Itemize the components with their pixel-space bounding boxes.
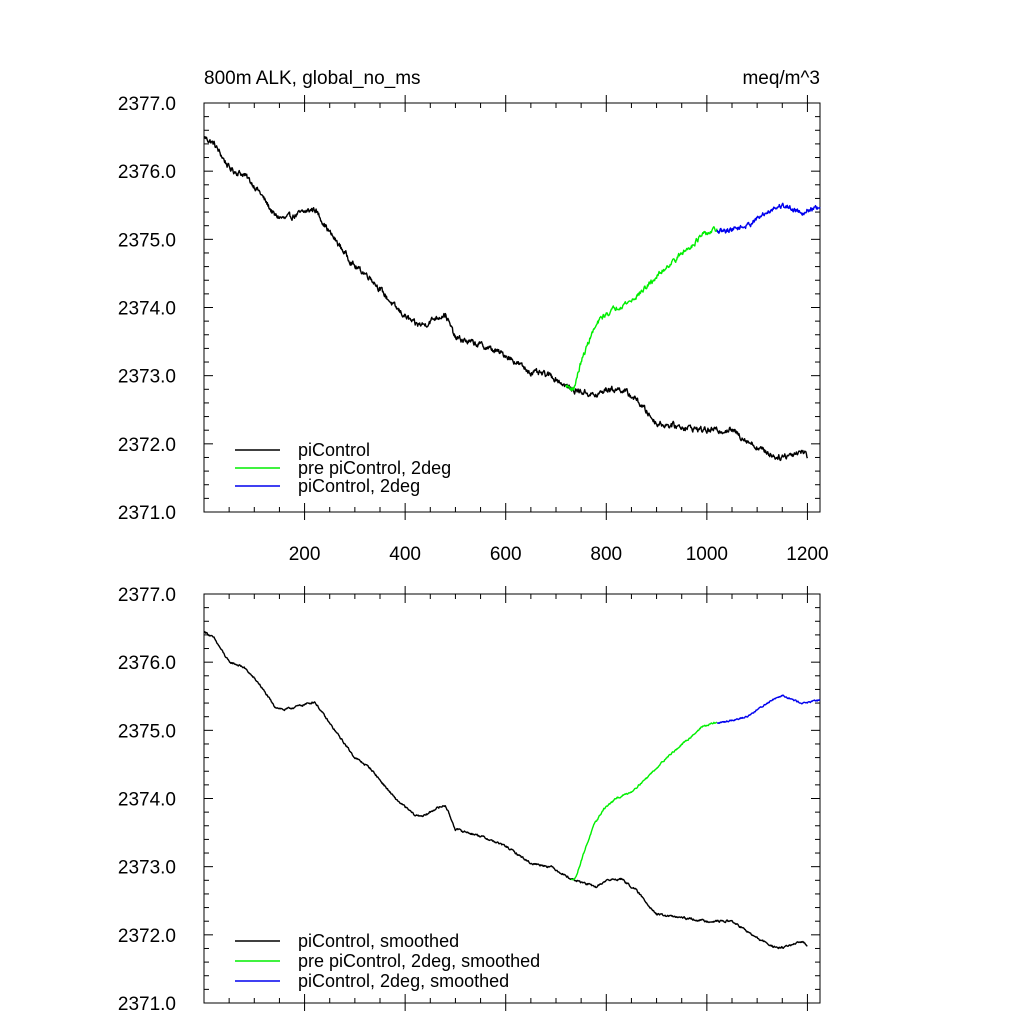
series-line-pre-picontrol-2deg <box>565 226 718 392</box>
legend-label: pre piControl, 2deg, smoothed <box>298 951 540 971</box>
x-tick-label: 600 <box>490 544 522 565</box>
y-tick-label: 2372.0 <box>118 926 176 947</box>
legend-label: piControl, 2deg <box>298 476 420 496</box>
y-tick-label: 2372.0 <box>118 435 176 456</box>
legend-label: piControl, 2deg, smoothed <box>298 971 509 991</box>
y-tick-label: 2371.0 <box>118 994 176 1015</box>
bottom-panel: 2371.0 2372.0 2373.0 2374.0 2375.0 2376.0 2377… <box>118 585 821 1015</box>
y-tick-label: 2376.0 <box>118 653 176 674</box>
series-line-picontrol-smoothed <box>203 630 808 950</box>
series-line-pre-picontrol-2deg-smoothed <box>570 721 718 881</box>
y-tick-label: 2373.0 <box>118 858 176 879</box>
x-tick-label: 200 <box>289 544 321 565</box>
y-tick-label: 2371.0 <box>118 503 176 524</box>
legend-label: piControl, smoothed <box>298 931 459 951</box>
x-tick-label: 1200 <box>786 544 828 565</box>
chart-title-right: meq/m^3 <box>742 68 820 89</box>
y-tick-label: 2377.0 <box>118 585 176 606</box>
series-line-picontrol-2deg-smoothed <box>716 694 821 724</box>
chart-title-left: 800m ALK, global_no_ms <box>204 68 421 89</box>
legend-label: pre piControl, 2deg <box>298 458 451 478</box>
series-line-picontrol <box>203 135 809 462</box>
y-tick-label: 2375.0 <box>118 721 176 742</box>
top-panel: 2371.0 2372.0 2373.0 2374.0 2375.0 2376.0 2377… <box>118 68 829 565</box>
y-tick-label: 2374.0 <box>118 299 176 320</box>
y-tick-label: 2375.0 <box>118 230 176 251</box>
y-tick-label: 2377.0 <box>118 94 176 115</box>
y-tick-label: 2374.0 <box>118 790 176 811</box>
plot-frame <box>203 593 821 1004</box>
legend-label: piControl <box>298 440 370 460</box>
x-tick-label: 800 <box>590 544 622 565</box>
x-tick-label: 400 <box>389 544 421 565</box>
y-tick-label: 2376.0 <box>118 162 176 183</box>
plot-frame <box>203 102 821 513</box>
series-line-picontrol-2deg <box>716 202 821 235</box>
y-tick-label: 2373.0 <box>118 367 176 388</box>
x-tick-label: 1000 <box>686 544 728 565</box>
